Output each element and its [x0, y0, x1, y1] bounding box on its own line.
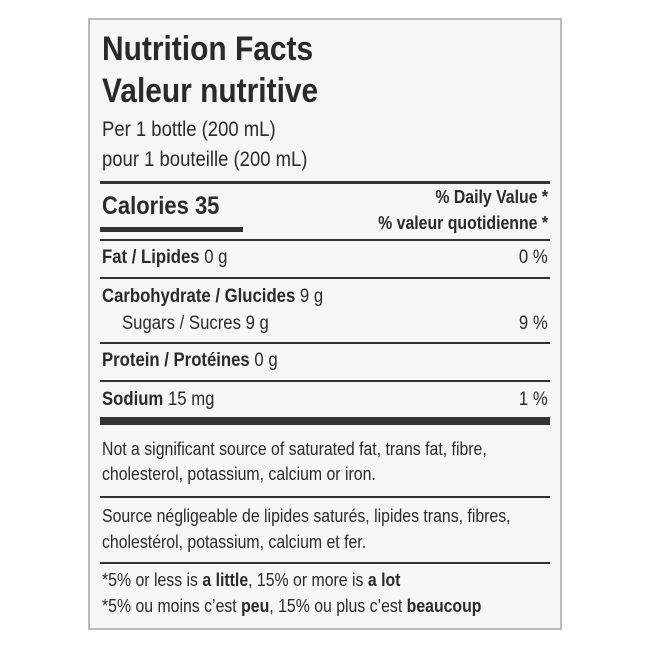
calories-label: Calories	[102, 192, 189, 220]
footnote-bold: a little	[202, 570, 249, 590]
nutrient-dv: 0 %	[519, 247, 548, 268]
nutrient-row: Fat / Lipides 0 g	[102, 248, 227, 267]
nutrient-amount: 0 g	[204, 247, 228, 268]
nutrient-name: Carbohydrate / Glucides	[102, 286, 296, 307]
note: Not a significant source of saturated fa…	[102, 439, 487, 459]
dv-header-fr: % valeur quotidienne	[378, 213, 538, 233]
footnote: *5% ou moins c’est peu, 15% ou plus c’es…	[102, 597, 481, 615]
nutrient-dv: 1 %	[519, 389, 548, 410]
rule	[100, 380, 550, 382]
nutrient-amount: 9 g	[299, 286, 324, 307]
label-panel	[88, 18, 562, 630]
nutrient-name: Protein / Protéines	[102, 350, 250, 371]
footnote-text: , 15% or more is	[248, 570, 368, 590]
footnote-text: *5% or less is	[102, 570, 203, 590]
title: Valeur nutritive	[102, 72, 319, 110]
dv-header-en: % Daily Value	[435, 187, 538, 207]
rule	[100, 417, 550, 425]
nutrient-name: Sugars / Sucres	[122, 313, 241, 334]
dv-header: % Daily Value *	[435, 188, 548, 206]
nutrient-row: Protein / Protéines 0 g	[102, 351, 278, 370]
note: Source négligeable de lipides saturés, l…	[102, 506, 511, 526]
nutrient-amount: 9 g	[245, 313, 269, 334]
calories: Calories 35	[102, 194, 219, 219]
footnote-bold: peu	[241, 596, 270, 616]
rule	[100, 562, 550, 564]
note: cholestérol, potassium, calcium et fer.	[102, 532, 367, 552]
nutrient-amount: 15 mg	[167, 389, 215, 410]
rule	[100, 181, 550, 184]
serving: Per 1 bottle (200 mL)	[102, 118, 276, 141]
nutrient-amount: 0 g	[254, 350, 278, 371]
nutrient-name: Fat / Lipides	[102, 247, 200, 268]
asterisk: *	[541, 213, 548, 233]
dv-header: % valeur quotidienne *	[378, 214, 548, 232]
rule	[100, 496, 550, 498]
footnote-bold: a lot	[367, 570, 401, 590]
title: Nutrition Facts	[102, 30, 314, 68]
note: cholesterol, potassium, calcium or iron.	[102, 464, 376, 484]
asterisk: *	[541, 187, 548, 207]
footnote: *5% or less is a little, 15% or more is …	[102, 571, 400, 589]
rule	[100, 342, 550, 344]
rule	[100, 227, 243, 232]
footnote-text: *5% ou moins c’est	[102, 596, 242, 616]
rule	[100, 239, 550, 241]
rule	[100, 277, 550, 279]
nutrient-row: Sugars / Sucres 9 g	[122, 314, 269, 333]
nutrient-name: Sodium	[102, 389, 164, 410]
nutrient-row: Sodium 15 mg	[102, 390, 214, 409]
calories-value: 35	[194, 192, 220, 220]
nutrient-row: Carbohydrate / Glucides 9 g	[102, 287, 323, 306]
footnote-text: , 15% ou plus c’est	[269, 596, 407, 616]
footnote-bold: beaucoup	[406, 596, 482, 616]
serving: pour 1 bouteille (200 mL)	[102, 148, 308, 171]
nutrient-dv: 9 %	[519, 313, 548, 334]
